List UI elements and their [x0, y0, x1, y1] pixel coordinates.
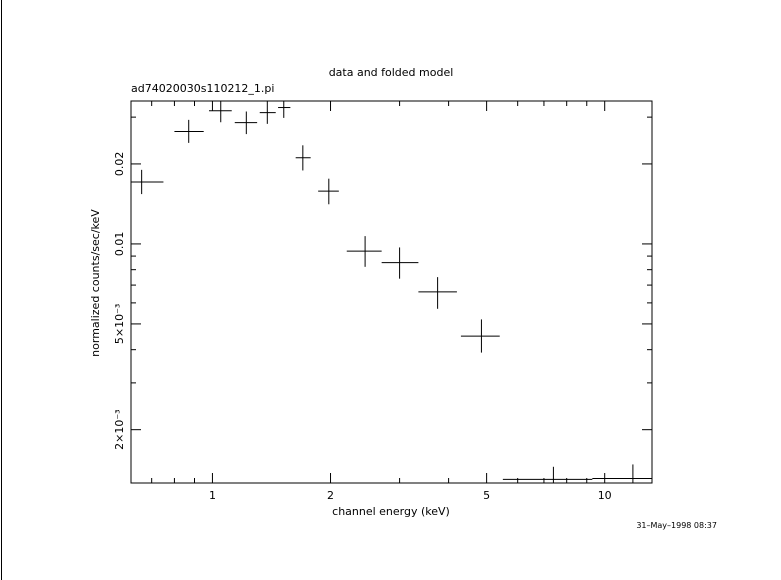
data-point: [592, 464, 652, 483]
y-tick-label: 2×10⁻³: [113, 409, 126, 449]
data-point: [295, 145, 311, 171]
data-point: [278, 101, 291, 118]
data-point: [418, 277, 457, 309]
data-point: [502, 466, 593, 483]
x-tick-label: 5: [483, 489, 490, 502]
x-tick-label: 1: [209, 489, 216, 502]
y-axis-label: normalized counts/sec/keV: [89, 209, 102, 357]
data-point: [234, 111, 258, 135]
y-tick-label: 0.02: [113, 152, 126, 177]
x-axis-label: channel energy (keV): [332, 505, 450, 518]
data-point: [174, 119, 204, 143]
x-tick-label: 2: [327, 489, 334, 502]
data-point: [131, 169, 164, 195]
data-point: [318, 178, 339, 205]
y-tick-label: 5×10⁻³: [113, 304, 126, 344]
data-point: [460, 319, 500, 353]
plot-frame: [130, 100, 653, 484]
timestamp: 31–May–1998 08:37: [636, 521, 717, 530]
axis-ticks: [131, 101, 652, 483]
axis-tick-labels: 1 2 5 10 2×10⁻³ 5×10⁻³ 0.01 0.02: [113, 152, 612, 502]
data-point: [208, 101, 232, 123]
data-point: [346, 236, 382, 267]
data-point: [259, 101, 276, 124]
x-tick-label: 10: [598, 489, 612, 502]
y-tick-label: 0.01: [113, 232, 126, 256]
chart-subtitle: ad74020030s110212_1.pi: [131, 82, 274, 95]
data-points: [131, 101, 652, 483]
data-point: [381, 247, 419, 279]
chart-title: data and folded model: [329, 66, 454, 79]
